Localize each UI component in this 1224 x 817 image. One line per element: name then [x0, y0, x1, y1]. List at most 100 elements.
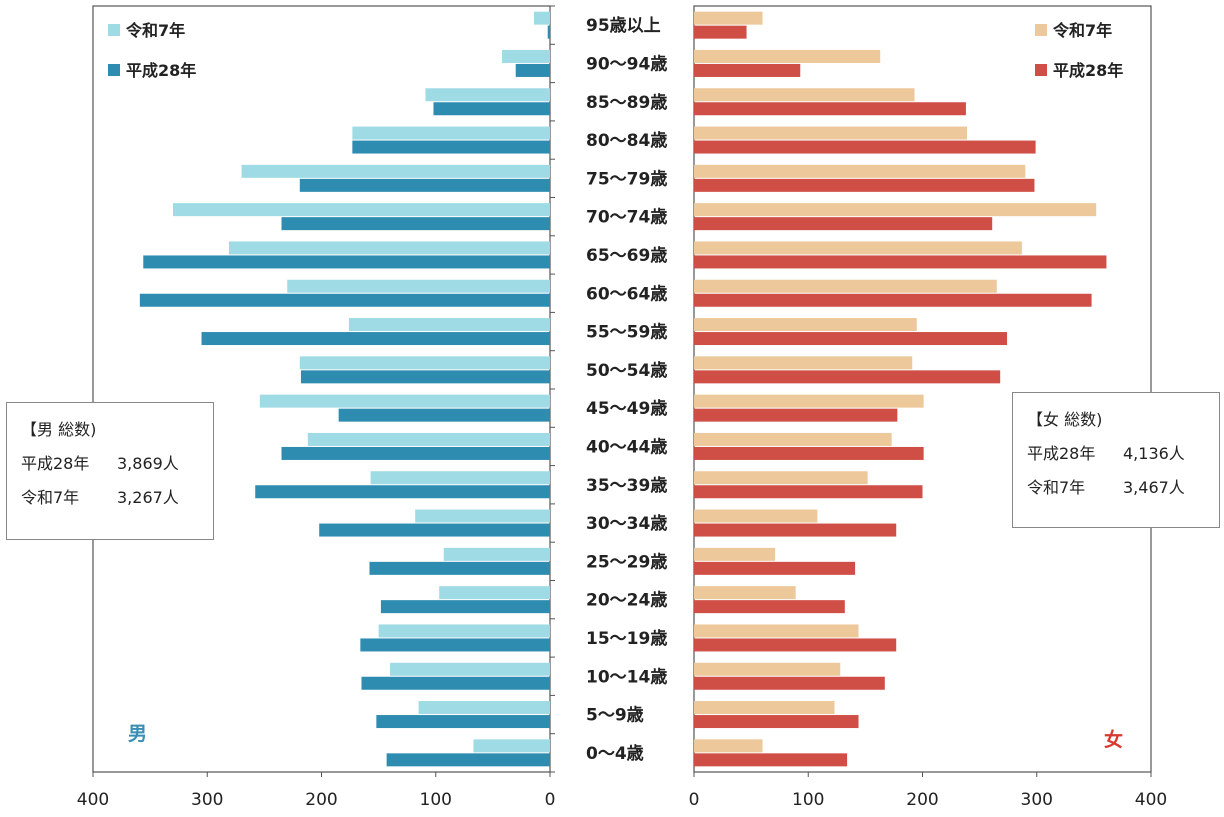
female-bar-heisei28	[694, 408, 898, 422]
age-group-label: 60～64歳	[586, 283, 667, 304]
female-bar-reiwa7	[694, 662, 841, 676]
male-plot-area	[92, 5, 551, 773]
female-legend-swatch	[1035, 24, 1047, 36]
female-bar-heisei28	[694, 140, 1036, 154]
male-legend-label: 平成28年	[126, 61, 196, 80]
male-total-heading: 【男 総数)	[21, 420, 97, 439]
female-bar-heisei28	[694, 332, 1008, 346]
female-bar-heisei28	[694, 102, 966, 116]
female-bar-heisei28	[694, 217, 993, 231]
male-bar-reiwa7	[378, 624, 550, 638]
male-total-row: 平成28年 3,869人	[21, 447, 199, 481]
male-legend-swatch	[108, 24, 120, 36]
x-tick-label: 400	[77, 790, 109, 810]
age-group-label: 65～69歳	[586, 245, 667, 266]
male-bar-heisei28	[380, 600, 550, 614]
female-bar-heisei28	[694, 446, 924, 460]
age-group-label: 10～14歳	[586, 666, 667, 687]
age-group-label: 0～4歳	[586, 743, 644, 764]
male-bar-heisei28	[319, 523, 550, 537]
female-bar-reiwa7	[694, 432, 892, 446]
female-total-heading: 【女 総数)	[1027, 410, 1103, 429]
female-bar-reiwa7	[694, 203, 1097, 217]
female-bar-reiwa7	[694, 318, 917, 332]
x-tick-label: 200	[906, 790, 938, 810]
male-side-label: 男	[128, 723, 147, 745]
x-tick-label: 0	[689, 790, 700, 810]
male-bar-reiwa7	[172, 203, 550, 217]
x-tick-label: 100	[792, 790, 824, 810]
male-bar-reiwa7	[425, 88, 550, 102]
female-bar-reiwa7	[694, 586, 796, 600]
male-bar-heisei28	[515, 63, 550, 77]
male-bar-reiwa7	[228, 241, 550, 255]
female-bar-heisei28	[694, 370, 1001, 384]
age-group-label: 55～59歳	[586, 322, 667, 343]
male-bar-reiwa7	[348, 318, 550, 332]
age-group-label: 5～9歳	[586, 705, 644, 726]
male-bar-heisei28	[369, 561, 550, 575]
male-bar-heisei28	[281, 217, 550, 231]
age-group-label: 90～94歳	[586, 53, 667, 74]
male-bar-reiwa7	[443, 547, 550, 561]
female-bar-reiwa7	[694, 471, 868, 485]
x-tick-label: 300	[191, 790, 223, 810]
female-bar-heisei28	[694, 63, 801, 77]
age-group-label: 20～24歳	[586, 590, 667, 611]
male-bar-heisei28	[386, 753, 550, 767]
age-group-label: 50～54歳	[586, 360, 667, 381]
female-total-row: 平成28年 4,136人	[1027, 437, 1205, 471]
age-group-label: 70～74歳	[586, 207, 667, 228]
male-bar-heisei28	[143, 255, 550, 269]
male-legend-label: 令和7年	[125, 21, 185, 40]
age-group-label: 15～19歳	[586, 628, 667, 649]
male-legend-swatch	[108, 64, 120, 76]
age-group-label: 75～79歳	[586, 168, 667, 189]
male-total-row: 令和7年 3,267人	[21, 481, 199, 515]
age-group-label: 40～44歳	[586, 436, 667, 457]
male-bar-heisei28	[299, 178, 550, 192]
female-bar-heisei28	[694, 715, 859, 729]
male-bar-reiwa7	[418, 701, 550, 715]
female-bar-reiwa7	[694, 241, 1022, 255]
male-bar-heisei28	[338, 408, 550, 422]
female-total-box: 【女 総数) 平成28年 4,136人 令和7年 3,467人	[1012, 392, 1220, 528]
male-bar-heisei28	[547, 25, 550, 39]
male-bar-reiwa7	[439, 586, 550, 600]
age-group-label: 95歳以上	[586, 15, 661, 36]
male-total-label: 平成28年	[21, 454, 90, 473]
male-bar-heisei28	[352, 140, 550, 154]
female-total-label: 令和7年	[1027, 478, 1086, 497]
female-bar-reiwa7	[694, 356, 913, 370]
male-bar-reiwa7	[390, 662, 550, 676]
male-bar-reiwa7	[259, 394, 550, 408]
female-bar-reiwa7	[694, 547, 776, 561]
male-total-box: 【男 総数) 平成28年 3,869人 令和7年 3,267人	[6, 402, 214, 540]
age-group-label: 85～89歳	[586, 92, 667, 113]
age-group-label: 80～84歳	[586, 130, 667, 151]
female-bar-reiwa7	[694, 164, 1026, 178]
x-tick-label: 400	[1135, 790, 1167, 810]
female-bar-reiwa7	[694, 279, 997, 293]
female-bar-heisei28	[694, 600, 845, 614]
female-total-value: 4,136人	[1123, 444, 1185, 463]
male-bar-heisei28	[361, 676, 550, 690]
male-total-value: 3,267人	[117, 488, 179, 507]
female-bar-heisei28	[694, 178, 1035, 192]
female-total-value: 3,467人	[1123, 478, 1185, 497]
female-bar-reiwa7	[694, 509, 818, 523]
female-legend-label: 令和7年	[1052, 21, 1112, 40]
female-bar-reiwa7	[694, 624, 859, 638]
female-total-label: 平成28年	[1027, 444, 1096, 463]
female-bar-reiwa7	[694, 126, 968, 140]
x-tick-label: 200	[305, 790, 337, 810]
male-bar-heisei28	[300, 370, 550, 384]
female-bar-reiwa7	[694, 701, 835, 715]
female-side-label: 女	[1104, 728, 1123, 751]
female-bar-heisei28	[694, 293, 1092, 307]
female-bar-reiwa7	[694, 11, 763, 25]
female-legend-label: 平成28年	[1053, 61, 1123, 80]
female-plot-area	[693, 5, 1152, 773]
female-bar-reiwa7	[694, 88, 915, 102]
